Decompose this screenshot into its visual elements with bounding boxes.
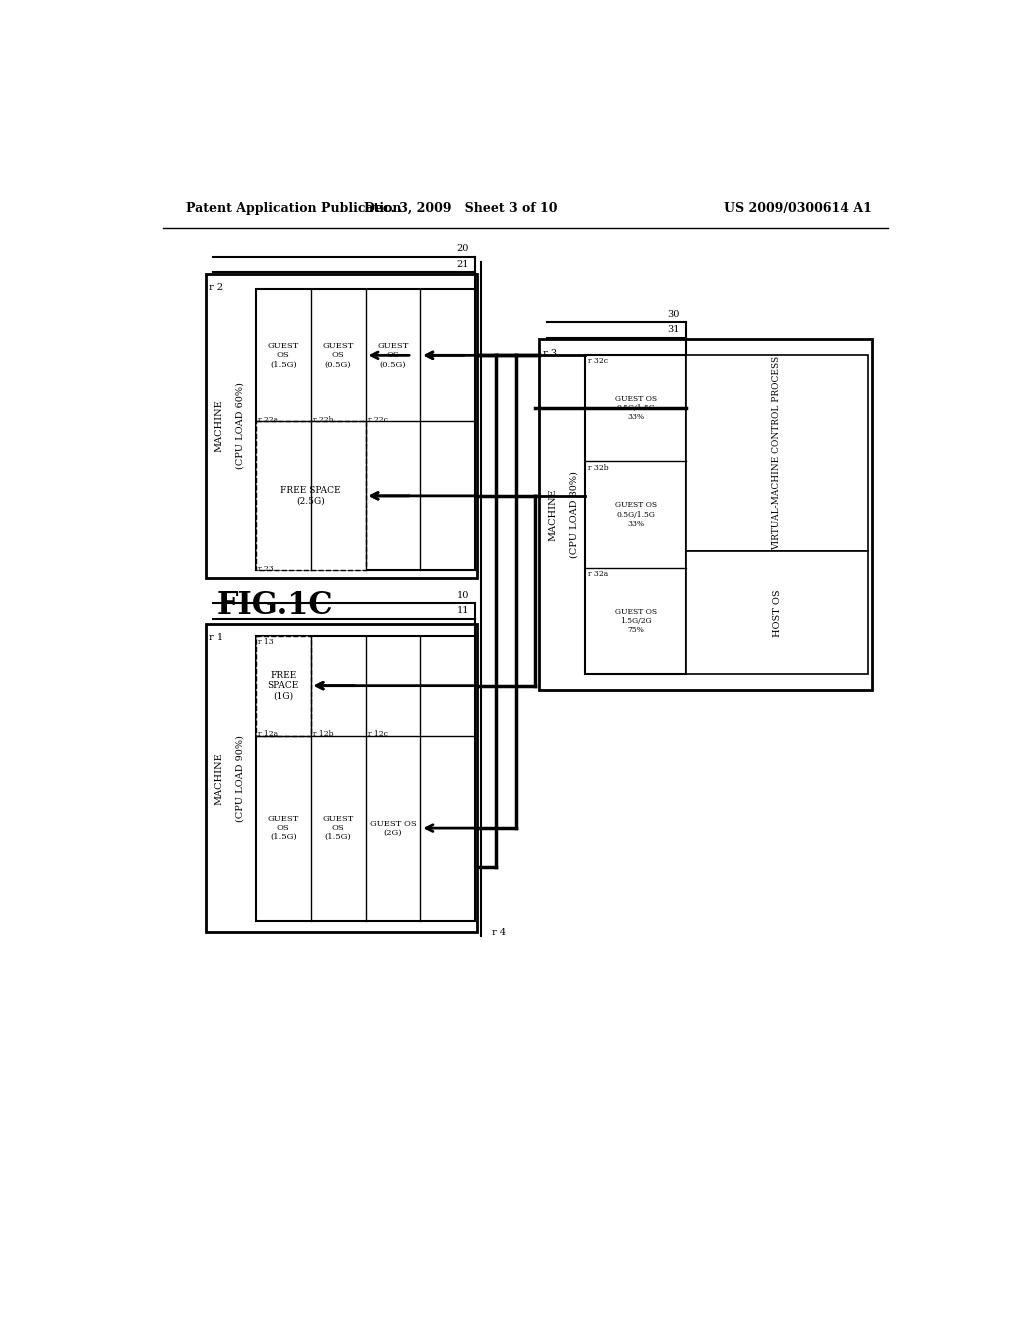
Text: GUEST
OS
(1.5G): GUEST OS (1.5G) (267, 814, 299, 841)
Text: r 1: r 1 (209, 634, 223, 643)
Bar (206, 275, 477, 578)
Text: r 12b: r 12b (313, 730, 334, 738)
Text: r 22b: r 22b (313, 416, 334, 424)
Text: 10: 10 (457, 590, 469, 599)
Text: MACHINE: MACHINE (215, 400, 224, 453)
Text: 11: 11 (457, 606, 469, 615)
Text: VIRTUAL-MACHINE CONTROL PROCESS: VIRTUAL-MACHINE CONTROL PROCESS (772, 356, 781, 550)
Text: GUEST OS
(2G): GUEST OS (2G) (370, 820, 417, 837)
Bar (256, 636, 310, 735)
Text: 31: 31 (668, 325, 680, 334)
Text: Patent Application Publication: Patent Application Publication (186, 202, 401, 215)
Bar (686, 552, 868, 675)
Text: r 22c: r 22c (368, 416, 388, 424)
Text: MACHINE: MACHINE (215, 752, 224, 805)
Text: r 12c: r 12c (368, 730, 388, 738)
Text: 30: 30 (668, 310, 680, 318)
Text: (CPU LOAD 90%): (CPU LOAD 90%) (236, 735, 245, 821)
Text: GUEST OS
0.5G/1.5G
33%: GUEST OS 0.5G/1.5G 33% (614, 395, 656, 421)
Text: r 32b: r 32b (588, 463, 608, 471)
Text: 21: 21 (457, 260, 469, 268)
Text: r 13: r 13 (258, 638, 274, 645)
Text: GUEST
OS
(0.5G): GUEST OS (0.5G) (323, 342, 354, 368)
Text: r 4: r 4 (493, 928, 507, 937)
Bar (206, 624, 477, 932)
Text: GUEST
OS
(1.5G): GUEST OS (1.5G) (267, 342, 299, 368)
Text: r 3: r 3 (543, 348, 557, 358)
Text: FREE SPACE
(2.5G): FREE SPACE (2.5G) (281, 486, 341, 506)
Text: GUEST OS
0.5G/1.5G
33%: GUEST OS 0.5G/1.5G 33% (614, 502, 656, 528)
Text: HOST OS: HOST OS (772, 589, 781, 636)
Text: r 32a: r 32a (588, 570, 608, 578)
Bar (256, 421, 366, 570)
Text: FIG.1C: FIG.1C (217, 590, 334, 620)
Text: r 12a: r 12a (258, 730, 279, 738)
Bar (586, 355, 686, 675)
Text: GUEST
OS
(1.5G): GUEST OS (1.5G) (323, 814, 354, 841)
Text: (CPU LOAD 80%): (CPU LOAD 80%) (569, 471, 579, 558)
Text: r 22a: r 22a (258, 416, 279, 424)
Text: r 2: r 2 (209, 284, 223, 292)
Text: FREE
SPACE
(1G): FREE SPACE (1G) (267, 671, 299, 701)
Text: US 2009/0300614 A1: US 2009/0300614 A1 (724, 202, 872, 215)
Bar (686, 355, 868, 552)
Text: 20: 20 (457, 244, 469, 253)
Bar (256, 636, 475, 921)
Text: Dec. 3, 2009   Sheet 3 of 10: Dec. 3, 2009 Sheet 3 of 10 (365, 202, 558, 215)
Text: (CPU LOAD 60%): (CPU LOAD 60%) (236, 383, 245, 470)
Bar (256, 289, 475, 570)
Text: GUEST
OS
(0.5G): GUEST OS (0.5G) (377, 342, 409, 368)
Text: GUEST OS
1.5G/2G
75%: GUEST OS 1.5G/2G 75% (614, 607, 656, 634)
Text: r 32c: r 32c (588, 358, 607, 366)
Text: MACHINE: MACHINE (548, 488, 557, 541)
Bar (539, 339, 872, 689)
Text: r 23: r 23 (258, 565, 274, 573)
